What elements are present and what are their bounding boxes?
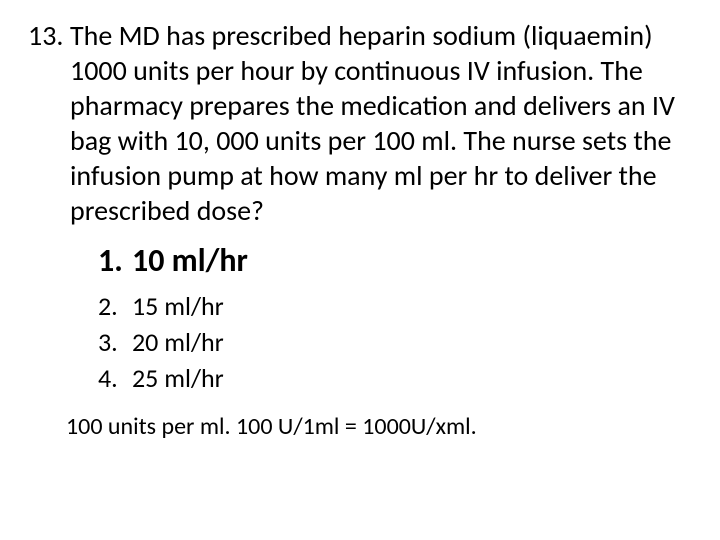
- answer-option-3: 3. 20 ml/hr: [98, 326, 692, 360]
- answer-option-2: 2. 15 ml/hr: [98, 290, 692, 324]
- question-text: The MD has prescribed heparin sodium (li…: [70, 18, 692, 228]
- answer-option-1: 1. 10 ml/hr: [98, 242, 692, 280]
- answer-number: 1.: [98, 242, 132, 280]
- answer-text: 20 ml/hr: [132, 326, 224, 360]
- footnote: 100 units per ml. 100 U/1ml = 1000U/xml.: [28, 412, 692, 441]
- question-block: 13. The MD has prescribed heparin sodium…: [28, 18, 692, 228]
- answer-text: 15 ml/hr: [132, 290, 224, 324]
- answer-text: 10 ml/hr: [132, 242, 248, 280]
- answer-text: 25 ml/hr: [132, 362, 224, 396]
- answers-list: 1. 10 ml/hr 2. 15 ml/hr 3. 20 ml/hr 4. 2…: [28, 242, 692, 396]
- answer-number: 4.: [98, 362, 132, 396]
- question-number: 13.: [28, 18, 70, 53]
- answer-number: 3.: [98, 326, 132, 360]
- answer-option-4: 4. 25 ml/hr: [98, 362, 692, 396]
- answer-number: 2.: [98, 290, 132, 324]
